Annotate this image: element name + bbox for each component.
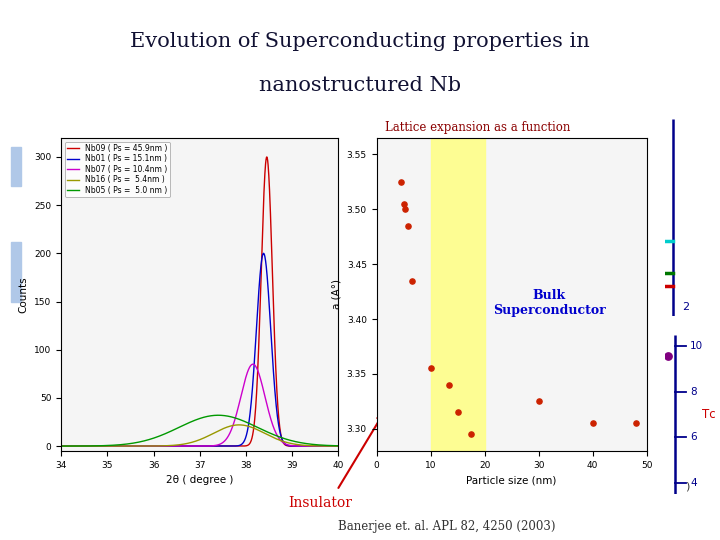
Line: Nb05 ( Ps =  5.0 nm ): Nb05 ( Ps = 5.0 nm ) (61, 415, 338, 446)
Line: Nb09 ( Ps = 45.9nm ): Nb09 ( Ps = 45.9nm ) (61, 157, 338, 446)
Y-axis label: a (A°): a (A°) (331, 279, 341, 309)
X-axis label: Particle size (nm): Particle size (nm) (467, 475, 557, 485)
Nb09 ( Ps = 45.9nm ) (262, 154, 271, 160)
Nb09 ( Ps = 45.9nm ) (94, 443, 102, 449)
Point (662, 352, 674, 361)
Point (506, 452, 518, 461)
Nb16 ( Ps =  5.4nm ) (235, 422, 243, 428)
Nb01 ( Ps = 15.1nm ) (104, 443, 112, 449)
X-axis label: 2θ ( degree ): 2θ ( degree ) (166, 475, 233, 485)
Nb09 ( Ps = 45.9nm ) (57, 443, 66, 449)
Nb01 ( Ps = 15.1nm ) (57, 443, 66, 449)
Text: of particle size: of particle size (385, 138, 473, 151)
Nb09 ( Ps = 45.9nm ) (150, 443, 159, 449)
Point (400, 205, 411, 213)
Point (402, 221, 413, 230)
Nb16 ( Ps =  5.4nm ) (57, 443, 66, 449)
Text: ): ) (685, 482, 689, 492)
Nb07 ( Ps = 10.4nm ) (334, 443, 343, 449)
Bar (11, 147, 21, 186)
Nb01 ( Ps = 15.1nm ) (259, 250, 268, 256)
Nb16 ( Ps =  5.4nm ) (334, 443, 343, 449)
Nb16 ( Ps =  5.4nm ) (150, 443, 159, 449)
Nb01 ( Ps = 15.1nm ) (202, 443, 211, 449)
Point (630, 419, 642, 428)
Point (452, 408, 464, 417)
Line: Nb01 ( Ps = 15.1nm ): Nb01 ( Ps = 15.1nm ) (61, 253, 338, 446)
Nb16 ( Ps =  5.4nm ) (104, 443, 112, 449)
Nb01 ( Ps = 15.1nm ) (334, 443, 343, 449)
Text: suppressed Tₑ: suppressed Tₑ (423, 175, 506, 188)
Text: Banerjee et. al. APL 82, 4250 (2003): Banerjee et. al. APL 82, 4250 (2003) (338, 519, 555, 532)
Nb09 ( Ps = 45.9nm ) (202, 443, 211, 449)
Text: Superconductor with: Superconductor with (402, 160, 527, 173)
Nb07 ( Ps = 10.4nm ) (248, 361, 257, 367)
Nb01 ( Ps = 15.1nm ) (150, 443, 159, 449)
Nb05 ( Ps =  5.0 nm ) (202, 413, 211, 420)
Nb05 ( Ps =  5.0 nm ) (334, 443, 343, 449)
Nb09 ( Ps = 45.9nm ) (104, 443, 112, 449)
Nb05 ( Ps =  5.0 nm ) (214, 412, 222, 418)
Bar (431, 138, 485, 451)
Text: nanostructured Nb: nanostructured Nb (259, 76, 461, 95)
Nb01 ( Ps = 15.1nm ) (94, 443, 102, 449)
Nb07 ( Ps = 10.4nm ) (104, 443, 112, 449)
Nb07 ( Ps = 10.4nm ) (94, 443, 102, 449)
Nb05 ( Ps =  5.0 nm ) (94, 443, 102, 449)
Nb09 ( Ps = 45.9nm ) (334, 443, 343, 449)
Point (465, 430, 477, 438)
Point (587, 419, 598, 428)
Point (425, 364, 436, 373)
Nb07 ( Ps = 10.4nm ) (57, 443, 66, 449)
Point (533, 397, 544, 406)
Point (397, 199, 409, 208)
Bar (11, 242, 21, 302)
Text: 10: 10 (690, 341, 703, 351)
Text: Bulk
Superconductor: Bulk Superconductor (493, 288, 606, 316)
Nb01 ( Ps = 15.1nm ) (177, 443, 186, 449)
Text: Insulator: Insulator (289, 496, 352, 510)
Point (395, 177, 407, 186)
Nb05 ( Ps =  5.0 nm ) (177, 423, 186, 429)
Line: Nb16 ( Ps =  5.4nm ): Nb16 ( Ps = 5.4nm ) (61, 425, 338, 446)
Text: 6: 6 (690, 432, 697, 442)
Y-axis label: Counts: Counts (19, 276, 29, 313)
Nb09 ( Ps = 45.9nm ) (177, 443, 186, 449)
Legend: Nb09 ( Ps = 45.9nm ), Nb01 ( Ps = 15.1nm ), Nb07 ( Ps = 10.4nm ), Nb16 ( Ps =  5: Nb09 ( Ps = 45.9nm ), Nb01 ( Ps = 15.1nm… (65, 141, 169, 197)
Nb07 ( Ps = 10.4nm ) (150, 443, 159, 449)
Nb16 ( Ps =  5.4nm ) (208, 430, 217, 437)
Nb05 ( Ps =  5.0 nm ) (150, 435, 159, 441)
Nb05 ( Ps =  5.0 nm ) (57, 443, 66, 449)
Point (444, 381, 455, 389)
Nb16 ( Ps =  5.4nm ) (202, 434, 211, 440)
Nb16 ( Ps =  5.4nm ) (94, 443, 102, 449)
Nb07 ( Ps = 10.4nm ) (208, 443, 217, 449)
Point (406, 276, 418, 285)
Text: 2: 2 (682, 302, 689, 312)
Nb05 ( Ps =  5.0 nm ) (208, 413, 217, 419)
Text: Lattice expansion as a function: Lattice expansion as a function (385, 121, 570, 134)
Text: Tᴄ: Tᴄ (701, 408, 715, 421)
Nb01 ( Ps = 15.1nm ) (208, 443, 217, 449)
Nb09 ( Ps = 45.9nm ) (208, 443, 217, 449)
Text: XRD showing the [ 110 ] line of Nb: XRD showing the [ 110 ] line of Nb (72, 140, 280, 153)
Nb07 ( Ps = 10.4nm ) (177, 443, 186, 449)
Line: Nb07 ( Ps = 10.4nm ): Nb07 ( Ps = 10.4nm ) (61, 364, 338, 446)
Text: Evolution of Superconducting properties in: Evolution of Superconducting properties … (130, 32, 590, 51)
Nb07 ( Ps = 10.4nm ) (202, 443, 211, 449)
Text: 8: 8 (690, 387, 697, 397)
Nb05 ( Ps =  5.0 nm ) (104, 442, 112, 449)
Nb16 ( Ps =  5.4nm ) (177, 441, 186, 448)
Text: 4: 4 (690, 478, 697, 488)
